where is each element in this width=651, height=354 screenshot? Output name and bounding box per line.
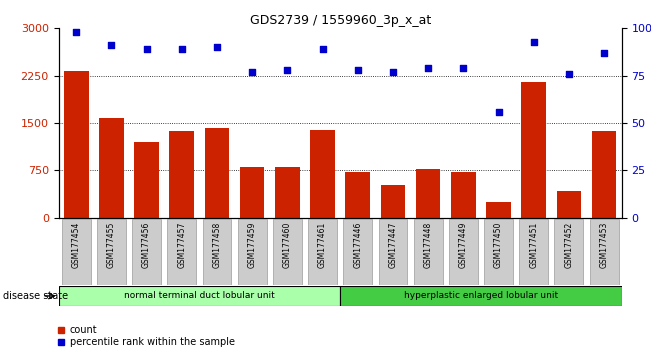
Text: GSM177458: GSM177458 — [212, 222, 221, 268]
Point — [317, 46, 327, 52]
Bar — [59, 286, 340, 306]
Bar — [202, 219, 231, 285]
Bar — [308, 219, 337, 285]
Bar — [486, 202, 511, 218]
Point — [247, 69, 257, 75]
Bar — [484, 219, 513, 285]
Text: GSM177455: GSM177455 — [107, 222, 116, 268]
Bar — [99, 118, 124, 218]
Text: GSM177448: GSM177448 — [424, 222, 433, 268]
Bar — [240, 167, 264, 218]
Point — [599, 50, 609, 56]
Point — [353, 67, 363, 73]
Bar — [311, 130, 335, 218]
Point — [176, 46, 187, 52]
Point — [141, 46, 152, 52]
Bar — [519, 219, 548, 285]
Bar — [378, 219, 408, 285]
Point — [106, 42, 117, 48]
Point — [282, 67, 292, 73]
Text: GSM177449: GSM177449 — [459, 222, 468, 268]
Text: percentile rank within the sample: percentile rank within the sample — [70, 337, 235, 348]
Bar — [555, 219, 583, 285]
Text: GSM177451: GSM177451 — [529, 222, 538, 268]
Text: GSM177450: GSM177450 — [494, 222, 503, 268]
Text: GSM177446: GSM177446 — [353, 222, 362, 268]
Text: disease state: disease state — [3, 291, 68, 301]
Text: hyperplastic enlarged lobular unit: hyperplastic enlarged lobular unit — [404, 291, 558, 301]
Bar — [590, 219, 618, 285]
Bar — [416, 169, 441, 218]
Bar — [343, 219, 372, 285]
Text: GSM177461: GSM177461 — [318, 222, 327, 268]
Bar — [413, 219, 443, 285]
Bar — [167, 219, 196, 285]
Text: GSM177459: GSM177459 — [247, 222, 256, 268]
Title: GDS2739 / 1559960_3p_x_at: GDS2739 / 1559960_3p_x_at — [249, 14, 431, 27]
Point — [529, 39, 539, 44]
Bar — [132, 219, 161, 285]
Bar — [592, 131, 616, 218]
Text: GSM177447: GSM177447 — [389, 222, 398, 268]
Text: GSM177454: GSM177454 — [72, 222, 81, 268]
Point — [212, 45, 222, 50]
Bar — [238, 219, 267, 285]
Point — [458, 65, 469, 71]
Text: GSM177456: GSM177456 — [142, 222, 151, 268]
Text: GSM177460: GSM177460 — [283, 222, 292, 268]
Point — [71, 29, 81, 35]
Text: GSM177452: GSM177452 — [564, 222, 574, 268]
Text: normal terminal duct lobular unit: normal terminal duct lobular unit — [124, 291, 275, 301]
Bar — [169, 131, 194, 218]
Point — [423, 65, 434, 71]
Text: count: count — [70, 325, 98, 335]
Bar — [62, 219, 90, 285]
Bar — [557, 190, 581, 218]
Point — [564, 71, 574, 76]
Bar — [340, 286, 622, 306]
Bar — [97, 219, 126, 285]
Bar — [275, 167, 299, 218]
Text: GSM177457: GSM177457 — [177, 222, 186, 268]
Bar — [346, 172, 370, 218]
Point — [493, 109, 504, 114]
Bar — [449, 219, 478, 285]
Bar — [521, 82, 546, 218]
Point — [388, 69, 398, 75]
Bar — [64, 71, 89, 218]
Text: GSM177453: GSM177453 — [600, 222, 609, 268]
Bar — [273, 219, 302, 285]
Bar — [134, 142, 159, 218]
Bar — [451, 172, 476, 218]
Bar — [204, 128, 229, 218]
Bar — [381, 185, 406, 218]
